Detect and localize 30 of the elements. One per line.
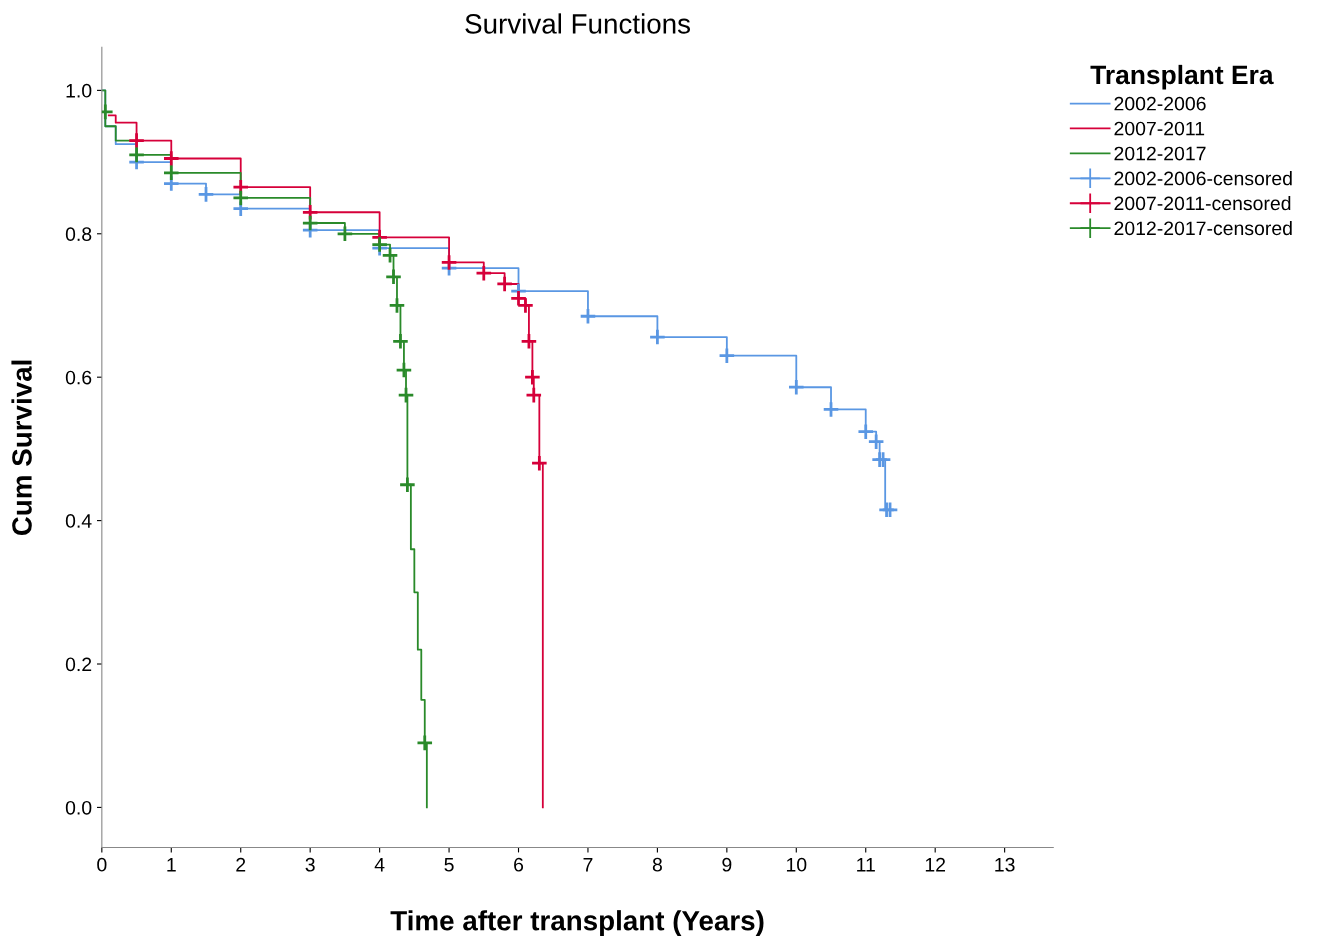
legend-label: 2002-2006	[1114, 96, 1206, 111]
legend-label: 2002-2006-censored	[1114, 171, 1292, 186]
legend-label: 2007-2011	[1114, 121, 1205, 136]
y-tick-label: 0.4	[65, 514, 92, 528]
y-tick-label: 0.6	[65, 370, 92, 385]
x-tick-label: 1	[167, 858, 176, 872]
x-tick-label: 8	[652, 857, 662, 872]
x-tick-label: 6	[514, 857, 524, 872]
x-tick-label: 9	[722, 857, 732, 872]
x-axis-title: Time after transplant (Years)	[390, 910, 764, 937]
y-tick-label: 0.0	[65, 800, 92, 815]
y-tick-label: 1.0	[66, 83, 92, 98]
legend-label: 2012-2017	[1114, 146, 1206, 161]
legend-label: 2007-2011-censored	[1114, 195, 1291, 211]
x-tick-label: 13	[995, 857, 1015, 872]
legend-title: Transplant Era	[1090, 64, 1274, 90]
y-axis-title: Cum Survival	[11, 360, 32, 536]
legend-label: 2012-2017-censored	[1114, 220, 1292, 236]
x-tick-label: 3	[305, 857, 315, 872]
x-tick-label: 11	[857, 858, 875, 872]
x-tick-label: 7	[583, 858, 593, 872]
x-tick-label: 2	[236, 857, 246, 872]
y-tick-label: 0.8	[65, 227, 92, 242]
chart-title: Survival Functions	[465, 13, 691, 34]
x-tick-label: 12	[925, 857, 946, 872]
x-tick-label: 5	[444, 858, 454, 872]
x-tick-label: 0	[97, 857, 107, 872]
x-tick-label: 10	[786, 857, 807, 872]
x-tick-label: 4	[374, 858, 385, 872]
y-tick-label: 0.2	[65, 657, 92, 672]
